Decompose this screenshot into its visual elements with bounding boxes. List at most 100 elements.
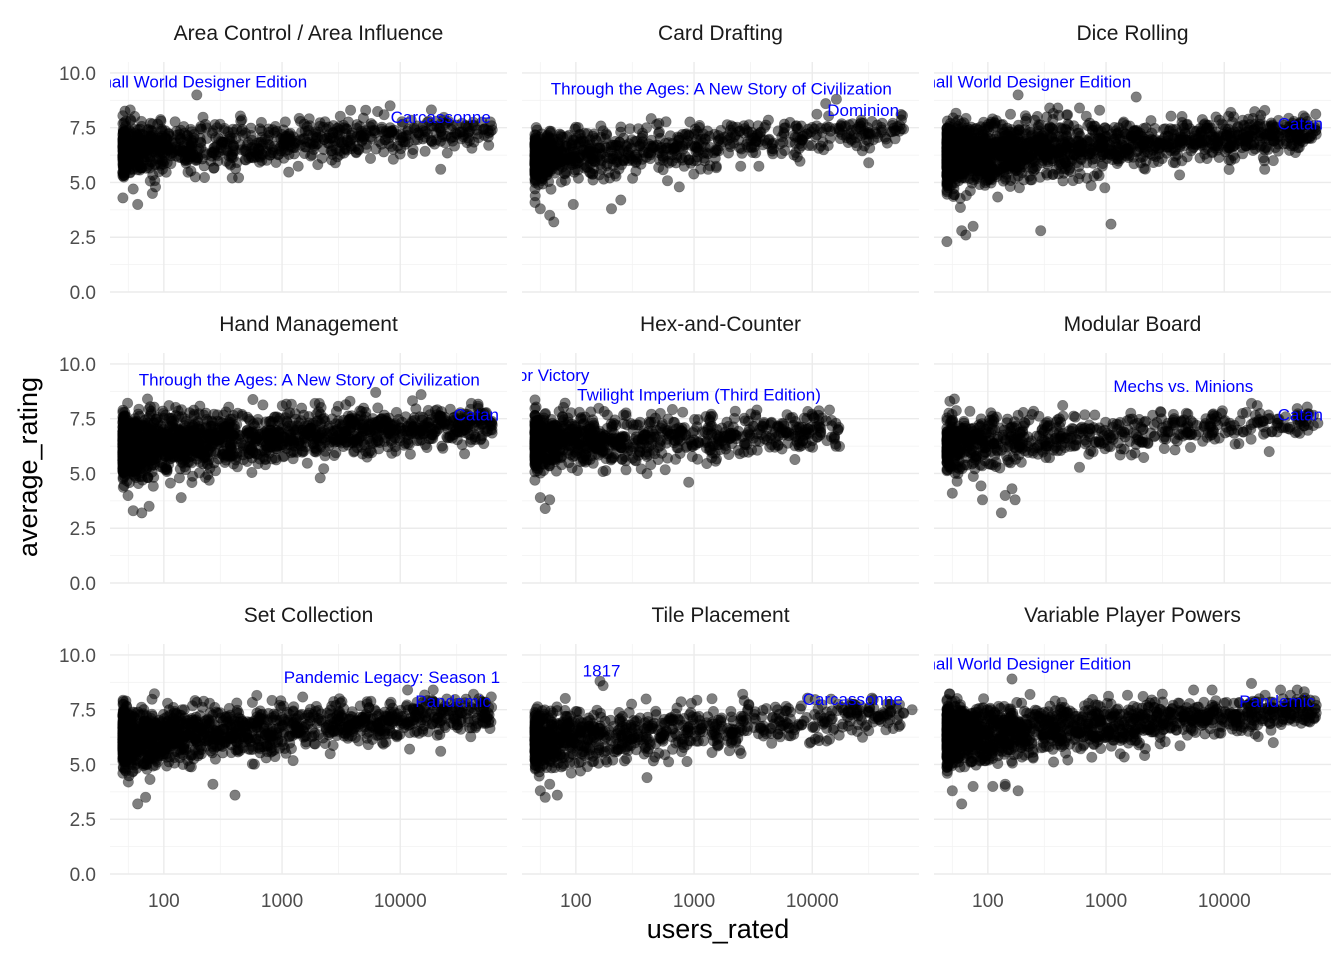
data-point bbox=[673, 181, 685, 193]
data-point bbox=[941, 148, 953, 160]
data-point bbox=[444, 403, 456, 415]
data-point bbox=[813, 142, 825, 154]
data-point bbox=[387, 153, 399, 165]
data-point bbox=[342, 136, 354, 148]
data-point bbox=[1004, 108, 1016, 120]
data-point bbox=[436, 440, 448, 452]
data-point bbox=[1124, 120, 1136, 132]
data-point bbox=[194, 132, 206, 144]
data-point bbox=[340, 399, 352, 411]
data-point bbox=[636, 136, 648, 148]
data-point bbox=[121, 143, 133, 155]
data-point bbox=[970, 123, 982, 135]
data-point bbox=[533, 165, 545, 177]
data-point bbox=[402, 125, 414, 137]
data-point bbox=[198, 160, 210, 172]
data-point bbox=[610, 170, 622, 182]
data-point bbox=[955, 127, 967, 139]
data-point bbox=[792, 122, 804, 134]
data-point bbox=[1175, 134, 1187, 146]
data-point bbox=[135, 161, 147, 173]
data-point bbox=[584, 166, 596, 178]
data-point bbox=[1009, 161, 1021, 173]
facet-title: Hand Management bbox=[219, 313, 398, 336]
data-point bbox=[327, 127, 339, 139]
data-point bbox=[124, 104, 136, 116]
data-point bbox=[775, 148, 787, 160]
data-point bbox=[1057, 175, 1069, 187]
data-point bbox=[404, 448, 416, 460]
point-annotation: Through the Ages: A New Story of Civiliz… bbox=[551, 79, 892, 98]
data-point bbox=[1267, 155, 1279, 167]
data-point bbox=[257, 399, 269, 411]
point-annotation: Small World Designer Edition bbox=[86, 73, 307, 92]
data-point bbox=[555, 176, 567, 188]
data-point bbox=[962, 136, 974, 148]
data-point bbox=[684, 116, 696, 128]
data-point bbox=[425, 104, 437, 116]
data-point bbox=[568, 166, 580, 178]
data-point bbox=[1085, 180, 1097, 192]
data-point bbox=[1259, 142, 1271, 154]
y-tick-label: 7.5 bbox=[70, 119, 96, 140]
data-point bbox=[966, 177, 978, 189]
data-point bbox=[552, 136, 564, 148]
data-point bbox=[1176, 155, 1188, 167]
data-point bbox=[760, 119, 772, 131]
data-point bbox=[1284, 144, 1296, 156]
data-point bbox=[1213, 114, 1225, 126]
data-point bbox=[721, 134, 733, 146]
data-point bbox=[1034, 171, 1046, 183]
data-point bbox=[630, 156, 642, 168]
data-point bbox=[989, 169, 1001, 181]
data-point bbox=[531, 136, 543, 148]
data-point bbox=[766, 143, 778, 155]
data-point bbox=[182, 166, 194, 178]
data-point bbox=[220, 144, 232, 156]
data-point bbox=[230, 163, 242, 175]
data-point bbox=[208, 162, 220, 174]
data-point bbox=[1201, 153, 1213, 165]
data-point bbox=[1064, 155, 1076, 167]
data-point bbox=[253, 143, 265, 155]
data-point bbox=[301, 457, 313, 469]
data-point bbox=[989, 120, 1001, 132]
data-point bbox=[191, 153, 203, 165]
data-point bbox=[1074, 141, 1086, 153]
data-point bbox=[992, 191, 1004, 203]
data-point bbox=[1161, 141, 1173, 153]
data-point bbox=[1196, 114, 1208, 126]
data-point bbox=[615, 194, 627, 206]
data-point bbox=[136, 138, 148, 150]
data-point bbox=[1045, 148, 1057, 160]
data-point bbox=[200, 471, 212, 483]
data-point bbox=[226, 172, 238, 184]
data-point bbox=[1082, 120, 1094, 132]
data-point bbox=[1087, 153, 1099, 165]
data-point bbox=[702, 163, 714, 175]
data-point bbox=[941, 236, 953, 248]
data-point bbox=[666, 155, 678, 167]
data-point bbox=[345, 104, 357, 116]
data-point bbox=[473, 132, 485, 144]
data-point bbox=[839, 120, 851, 132]
data-point bbox=[805, 126, 817, 138]
data-point bbox=[1060, 131, 1072, 143]
data-point bbox=[384, 100, 396, 112]
data-point bbox=[173, 151, 185, 163]
data-point bbox=[964, 156, 976, 168]
data-point bbox=[117, 192, 129, 204]
facet-title: Dice Rolling bbox=[1076, 22, 1188, 45]
data-point bbox=[1229, 126, 1241, 138]
data-point bbox=[1004, 180, 1016, 192]
points-layer bbox=[529, 93, 910, 228]
data-point bbox=[232, 407, 244, 419]
data-point bbox=[122, 489, 134, 501]
data-point bbox=[941, 170, 953, 182]
data-point bbox=[1153, 155, 1165, 167]
data-point bbox=[875, 126, 887, 138]
data-point bbox=[676, 128, 688, 140]
data-point bbox=[1024, 137, 1036, 149]
